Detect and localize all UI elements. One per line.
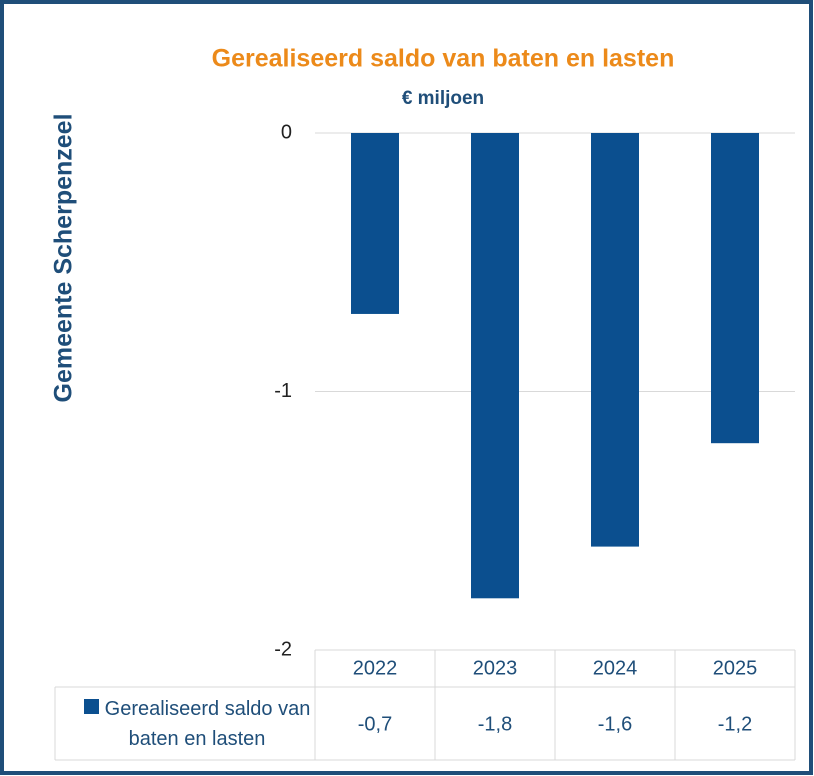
table-value: -1,6	[598, 713, 632, 735]
y-tick-label: 0	[281, 121, 292, 143]
table-value: -0,7	[358, 713, 392, 735]
bar	[591, 133, 639, 547]
x-tick-label: 2022	[353, 657, 398, 679]
x-tick-label: 2023	[473, 657, 518, 679]
bar	[711, 133, 759, 444]
chart-title: Gerealiseerd saldo van baten en lasten	[212, 45, 675, 73]
table-value: -1,8	[478, 713, 512, 735]
chart-subtitle: € miljoen	[402, 88, 484, 109]
bar	[351, 133, 399, 314]
legend-text: Gerealiseerd saldo van baten en lasten	[104, 698, 311, 750]
legend-swatch	[83, 699, 99, 714]
bar	[471, 133, 519, 599]
x-tick-label: 2025	[713, 657, 758, 679]
legend-label: Gerealiseerd saldo van baten en lasten	[80, 694, 314, 754]
y-axis-label: Gemeente Scherpenzeel	[50, 113, 78, 402]
y-tick-label: -1	[274, 380, 292, 402]
y-tick-label: -2	[274, 638, 292, 660]
x-tick-label: 2024	[593, 657, 638, 679]
table-value: -1,2	[718, 713, 752, 735]
